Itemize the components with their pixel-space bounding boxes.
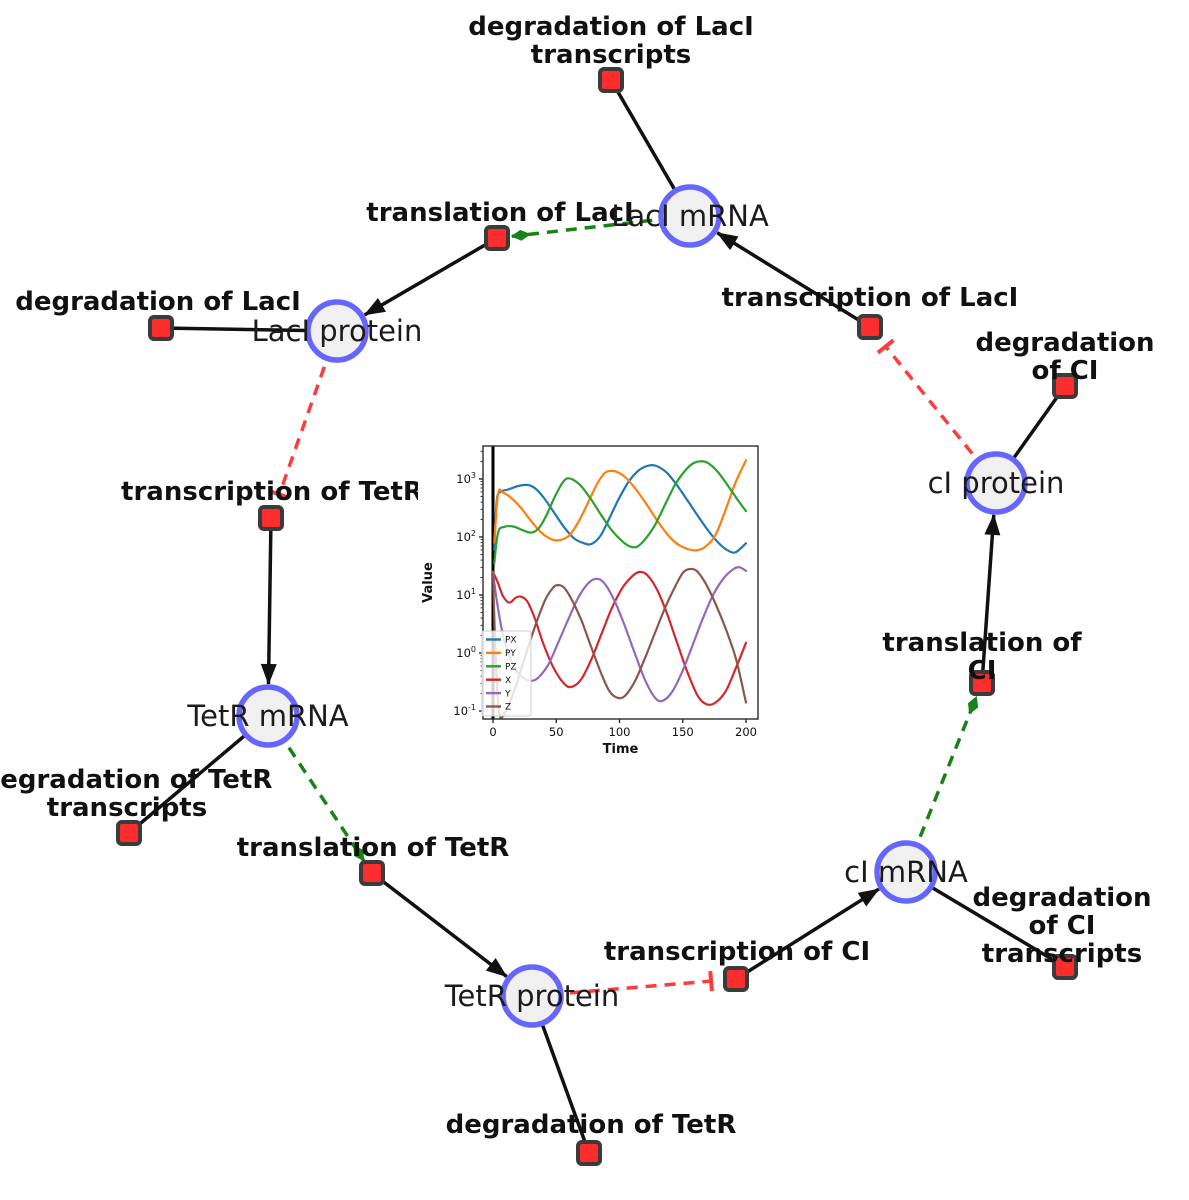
legend-entry-px: PX <box>505 636 517 646</box>
reaction-node-deg-ci-tx[interactable] <box>1052 954 1078 980</box>
species-node-laci-mrna[interactable] <box>658 184 722 248</box>
reaction-node-deg-ci[interactable] <box>1052 373 1078 399</box>
edge-transl-ci-ci-protein <box>980 513 1001 684</box>
reaction-node-tc-tetr[interactable] <box>258 505 284 531</box>
species-node-ci-mrna[interactable] <box>874 840 938 904</box>
edge-transl-tetr-tetr-protein <box>370 871 508 978</box>
svg-text:200: 200 <box>735 725 757 739</box>
svg-text:102: 102 <box>456 529 476 544</box>
reaction-node-transl-ci[interactable] <box>969 670 995 696</box>
edge-tc-tetr-tetr-mrna <box>260 517 277 686</box>
reaction-node-deg-laci-tx[interactable] <box>598 67 624 93</box>
svg-text:100: 100 <box>609 725 631 739</box>
svg-text:10-1: 10-1 <box>453 703 476 718</box>
reaction-node-deg-tetr-tx[interactable] <box>116 820 142 846</box>
legend-entry-pz: PZ <box>505 663 517 673</box>
species-node-tetr-mrna[interactable] <box>236 684 300 748</box>
legend-entry-py: PY <box>505 649 516 659</box>
legend-entry-y: Y <box>504 689 511 699</box>
timeseries-plot: 0 50 100 150 200Time10-1100101102103ValuePXP… <box>421 445 759 757</box>
edge-transl-laci-laci-protein <box>363 236 498 317</box>
reaction-node-deg-laci[interactable] <box>148 315 174 341</box>
chart-legend: PX PY PZ XYZ <box>481 630 532 717</box>
series-line-pz <box>493 460 748 565</box>
reaction-node-deg-tetr[interactable] <box>576 1140 602 1166</box>
edge-tc-laci-laci-mrna <box>716 231 871 329</box>
svg-text:100: 100 <box>456 645 476 660</box>
legend-entry-z: Z <box>505 703 511 713</box>
series-line-py <box>493 459 748 552</box>
y-axis-label: Value <box>421 562 436 603</box>
timeseries-inset-chart: 0 50 100 150 200 Time 10-1 100 101 102 103 Value PX P… <box>418 428 788 773</box>
species-node-ci-protein[interactable] <box>964 451 1028 515</box>
svg-text:103: 103 <box>456 471 476 486</box>
species-node-laci-protein[interactable] <box>305 299 369 363</box>
svg-text:50: 50 <box>549 725 564 739</box>
reaction-nodes-layer <box>116 67 1078 1166</box>
reaction-node-transl-laci[interactable] <box>484 225 510 251</box>
edge-tc-ci-ci-mrna <box>735 887 880 981</box>
x-axis-label: Time <box>603 742 639 757</box>
svg-text:101: 101 <box>456 587 476 602</box>
reaction-node-tc-ci[interactable] <box>723 966 749 992</box>
svg-text:150: 150 <box>672 725 694 739</box>
legend-entry-x: X <box>505 676 511 686</box>
reaction-node-transl-tetr[interactable] <box>359 860 385 886</box>
species-nodes-layer <box>236 184 1028 1028</box>
svg-text:0: 0 <box>489 725 496 739</box>
series-line-px <box>493 463 748 554</box>
series-line-x <box>491 570 748 706</box>
edge-ci-mrna-transl-ci <box>904 695 979 873</box>
species-node-tetr-protein[interactable] <box>500 964 564 1028</box>
reaction-node-tc-laci[interactable] <box>857 314 883 340</box>
